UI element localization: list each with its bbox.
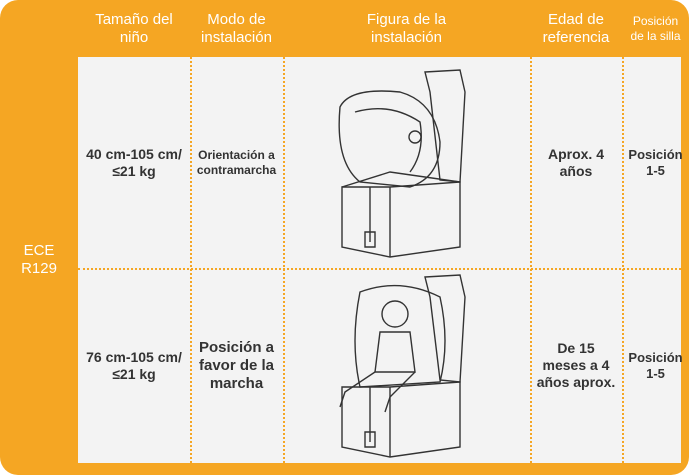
rear-facing-seat-illustration <box>338 69 466 258</box>
cell: Orientación a contramarcha <box>196 148 277 177</box>
cell: 40 cm-105 cm/ ≤21 kg <box>86 145 182 179</box>
cell: 76 cm-105 cm/ ≤21 kg <box>86 348 182 382</box>
cell: Aprox. 4 años <box>547 145 604 179</box>
table-body <box>78 57 681 463</box>
header: Posición de la silla <box>630 14 681 43</box>
divider <box>78 268 681 270</box>
header: Figura de la instalación <box>366 10 447 46</box>
header: Tamaño del niño <box>95 10 173 46</box>
header: Modo de instalación <box>201 10 272 46</box>
divider <box>530 57 532 463</box>
divider <box>622 57 624 463</box>
header: Edad de referencia <box>542 10 610 46</box>
cell: Posición 1-5 <box>628 349 683 381</box>
forward-facing-seat-illustration <box>339 274 466 458</box>
cell: Posición 1-5 <box>628 146 683 178</box>
group-label: ECE R129 <box>21 242 57 277</box>
cell: Posición a favor de la marcha <box>198 338 275 392</box>
divider <box>283 57 285 463</box>
divider <box>190 57 192 463</box>
cell: De 15 meses a 4 años aprox. <box>536 340 616 390</box>
